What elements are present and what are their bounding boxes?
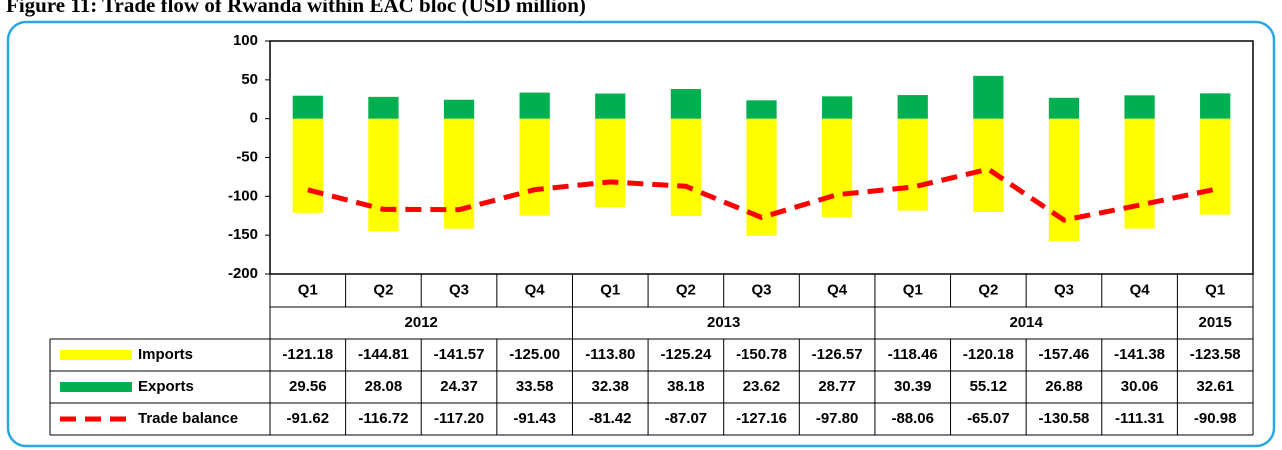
table-value: -141.57 [434,346,485,363]
legend-swatch [60,350,132,360]
table-value: -81.42 [589,410,632,427]
x-tick-label: Q1 [600,281,620,298]
bar [746,100,777,119]
bar [368,96,399,119]
bar [519,118,550,216]
table-value: -141.38 [1114,346,1165,363]
x-tick-label: Q3 [1054,281,1074,298]
table-value: -157.46 [1039,346,1090,363]
bar [821,118,853,217]
x-tick-label: Q1 [903,281,923,298]
bar [821,96,853,119]
table-value: 28.08 [365,378,403,395]
legend-swatch [60,382,132,392]
line [307,166,1216,223]
table-value: 24.37 [440,378,478,395]
bar [519,92,550,119]
bar [973,118,1004,213]
table-value: -87.07 [665,410,708,427]
table-value: -118.46 [888,346,938,363]
y-tick-label: -50 [236,148,258,165]
table-value: -123.58 [1190,346,1241,363]
table-value: -130.58 [1039,410,1090,427]
bar [973,75,1004,119]
table-value: -65.07 [967,410,1010,427]
x-tick-label: Q2 [978,281,998,298]
legend-label: Imports [138,346,193,363]
table-value: -126.57 [812,346,863,363]
bar [670,118,702,216]
table-value: 32.61 [1196,378,1234,395]
x-tick-label: Q4 [525,281,546,298]
table-value: -150.78 [736,346,787,363]
bar [1200,93,1231,119]
table-value: -90.98 [1194,410,1237,427]
x-tick-label: Q2 [676,281,696,298]
x-tick-label: Q3 [751,281,771,298]
bar [1200,118,1231,215]
table-value: 33.58 [516,378,554,395]
y-tick-label: 0 [250,110,258,127]
table-value: -111.31 [1115,410,1164,427]
bar [1124,95,1155,119]
y-tick-label: 100 [233,32,258,49]
table-value: -144.81 [358,346,409,363]
bar [1048,97,1080,119]
y-tick-label: -200 [228,265,258,282]
table-value: -113.80 [585,346,635,363]
table-value: 55.12 [970,378,1008,395]
table-value: -121.18 [282,346,333,363]
plot-frame [269,40,1254,275]
bar [292,118,323,213]
y-tick-label: -150 [228,226,258,243]
x-tick-label: Q3 [449,281,469,298]
table-value: 30.06 [1121,378,1159,395]
chart-title: Figure 11: Trade flow of Rwanda within E… [6,0,586,17]
table-value: 29.56 [289,378,327,395]
bar [292,95,323,119]
table-value: -116.72 [358,410,408,427]
table-value: 26.88 [1045,378,1083,395]
year-label: 2012 [405,314,438,331]
table-value: -91.62 [287,410,330,427]
table-value: -125.24 [660,346,712,363]
table-value: -97.80 [816,410,859,427]
table-value: -120.18 [963,346,1014,363]
year-label: 2013 [707,314,740,331]
table-value: -127.16 [736,410,787,427]
bar [443,99,475,119]
year-label: 2015 [1199,314,1232,331]
bar [897,118,928,211]
table-value: 32.38 [591,378,629,395]
y-tick-label: 50 [241,71,258,88]
x-tick-label: Q2 [373,281,393,298]
bar [670,89,702,119]
table-value: -88.06 [891,410,934,427]
x-tick-label: Q1 [298,281,318,298]
table-value: -117.20 [434,410,484,427]
x-tick-label: Q4 [1130,281,1151,298]
bar [1124,118,1155,229]
x-tick-label: Q4 [827,281,848,298]
year-label: 2014 [1009,314,1043,331]
bar [595,93,626,119]
frame [6,20,1276,448]
y-tick-label: -100 [228,187,258,204]
legend-label: Exports [138,378,194,395]
x-tick-label: Q1 [1205,281,1225,298]
table-value: 23.62 [743,378,781,395]
table-value: 28.77 [818,378,856,395]
bar [897,95,928,119]
legend-label: Trade balance [138,410,238,427]
table-value: -91.43 [513,410,556,427]
table-value: 30.39 [894,378,932,395]
bar [1048,118,1080,241]
bar [368,118,399,232]
table-value: 38.18 [667,378,705,395]
table-value: -125.00 [509,346,560,363]
bar [595,118,626,208]
